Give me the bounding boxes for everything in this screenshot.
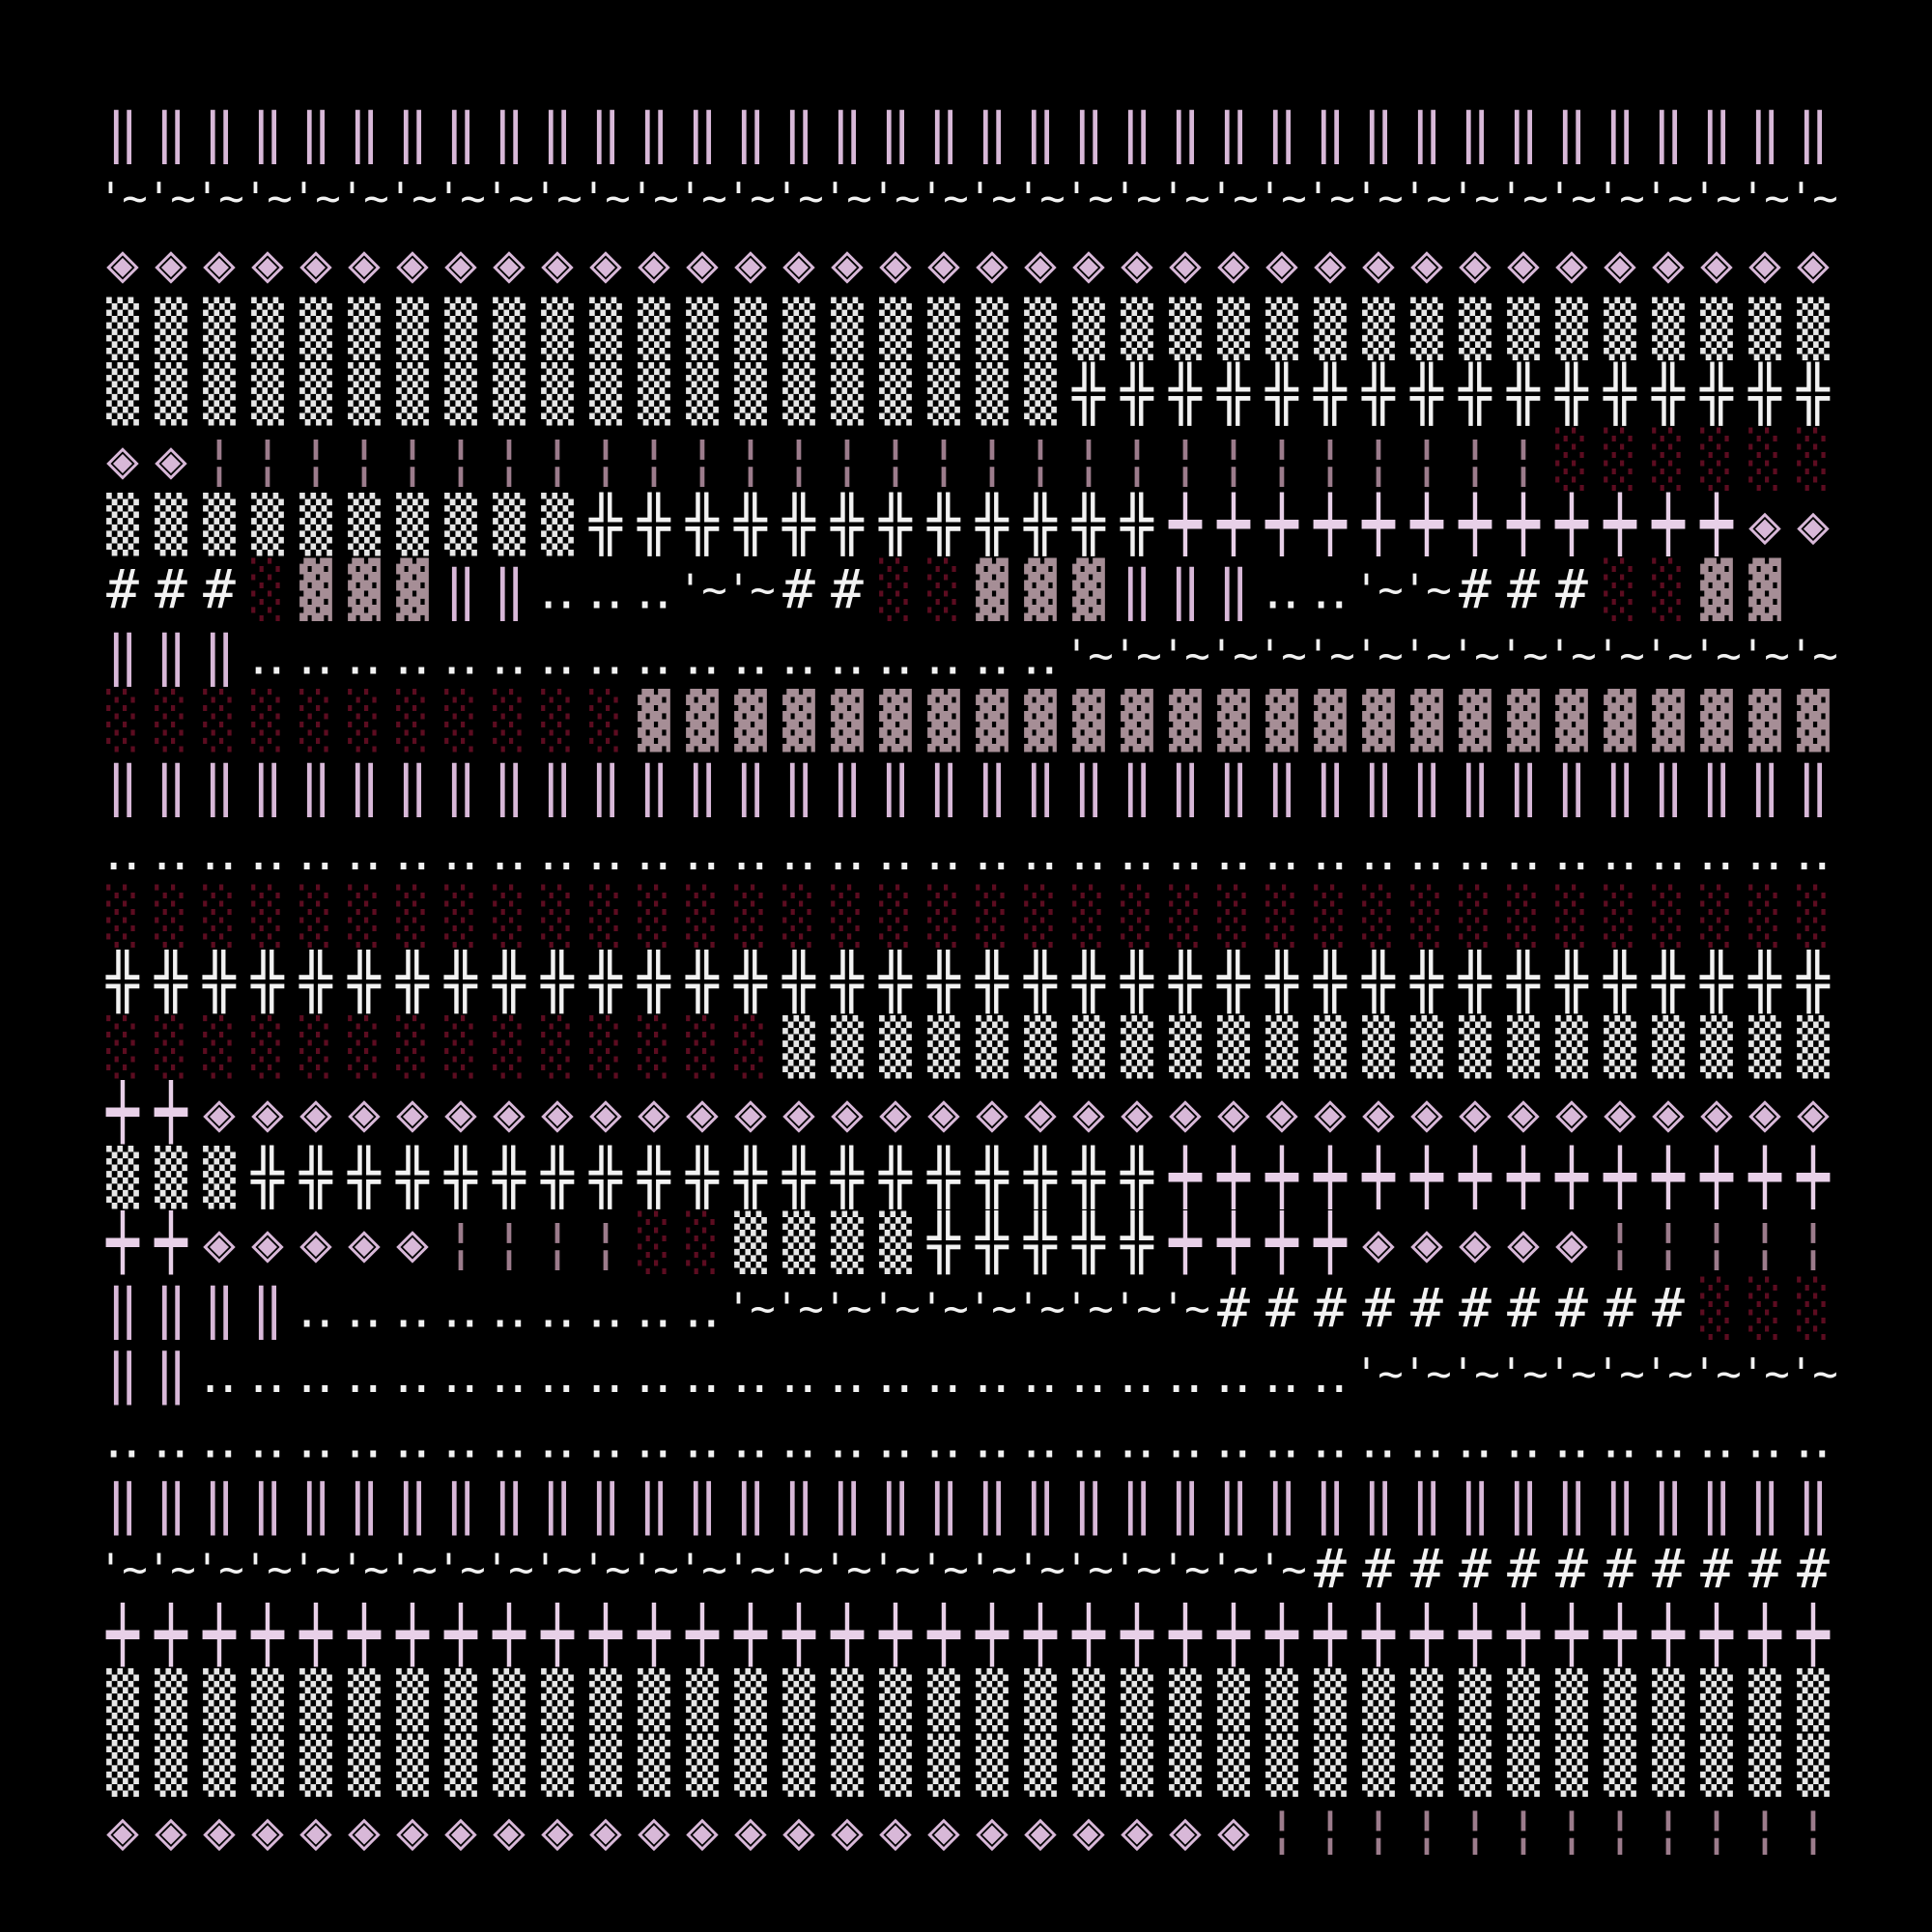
pattern-run: ╬╬╬╬╬╬╬╬╬╬╬╬╬╬╬╬╬╬╬ — [250, 1145, 1154, 1209]
pattern-run: '~'~ — [677, 566, 776, 615]
pattern-run: ░░░░░░░░░░░ — [106, 689, 622, 753]
pattern-run: ### — [106, 559, 236, 622]
pattern-run: '~'~'~'~'~'~'~'~'~'~ — [725, 1284, 1210, 1333]
pattern-run: ▓▓▓▓▓▓▓▓▓▓▓▓▓▓▓▓▓▓▓▓▓▓▓▓▓ — [638, 689, 1830, 753]
pattern-run: ‥‥‥ — [539, 559, 671, 622]
pattern-run: ‖‖‖ — [106, 624, 236, 687]
pattern-run: '~'~'~'~'~'~'~'~'~'~'~'~'~'~'~'~ — [1064, 631, 1838, 680]
pattern-run: '~'~ — [1353, 566, 1452, 615]
pattern-run: ########### — [1314, 1539, 1830, 1602]
pattern-run: ▒▒▒ — [106, 1145, 236, 1209]
pattern-run: '~'~'~'~'~'~'~'~'~'~ — [1353, 1350, 1838, 1399]
pattern-run: ‖‖‖ — [1121, 559, 1250, 622]
pattern-run: ‥‥‥‥‥‥‥‥‥‥‥‥‥‥‥‥‥ — [249, 624, 1058, 687]
pattern-run: '~'~'~'~'~'~'~'~'~'~'~'~'~'~'~'~'~'~'~'~… — [98, 174, 1838, 223]
pattern-run: ░░░ — [1700, 1276, 1830, 1340]
pattern-run: ▓▓▓ — [299, 558, 429, 622]
pattern-run: '~'~'~'~'~'~'~'~'~'~'~'~'~'~'~'~'~'~'~'~… — [98, 1546, 1307, 1595]
pattern-run: ### — [1459, 559, 1588, 622]
pattern-run: ‥‥‥‥‥‥‥‥‥ — [298, 1277, 720, 1340]
pattern-run: ▓▓▓ — [976, 558, 1105, 622]
pattern-run: ░ — [251, 558, 284, 622]
